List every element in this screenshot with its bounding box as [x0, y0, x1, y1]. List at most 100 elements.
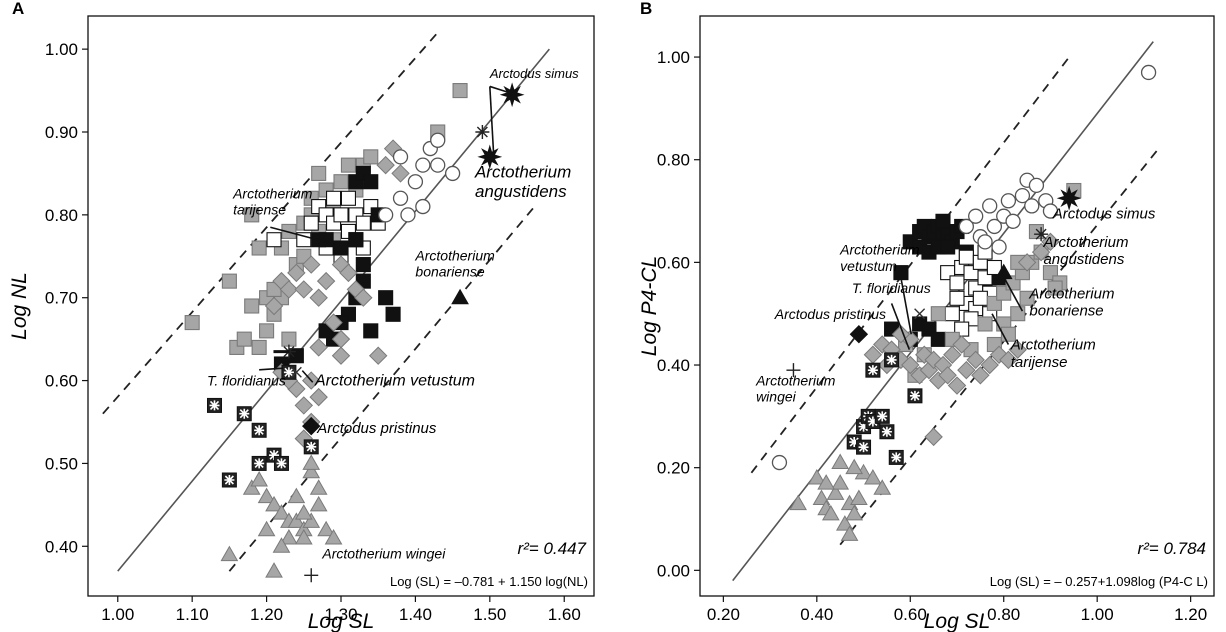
data-point-diamond-gray [966, 350, 985, 370]
annotation-line: Arctodus pristinus [316, 420, 437, 437]
marker-star [867, 416, 878, 427]
data-point-sq-black [935, 213, 951, 229]
annotation-leader [489, 85, 511, 94]
y-tick-label: 0.50 [45, 454, 78, 473]
data-point-sq-gray [251, 240, 267, 256]
data-point-sq-black [378, 290, 394, 306]
data-point-star [477, 144, 503, 170]
y-axis-title: Log P4-CL [638, 256, 661, 356]
data-point-diamond-gray [279, 280, 299, 299]
data-point-circle-open [1140, 64, 1157, 81]
regression-equation: Log (SL) = –0.781 + 1.150 log(NL) [390, 574, 588, 589]
data-point-circle-open [982, 198, 998, 214]
data-point-x [914, 308, 926, 320]
marker-star [276, 458, 287, 469]
data-point-circle-open [1042, 203, 1059, 219]
marker-star [269, 450, 280, 461]
data-point-triangle-gray [287, 512, 306, 528]
data-point-diamond-gray [915, 345, 934, 364]
panel-b: B 0.20 0.40 0.60 0.80 1.00 1.20 0.00 0.20 0.40 0.6… [638, 0, 1215, 632]
species-annotation: Arctotherium angustidens [1042, 234, 1128, 268]
x-axis-title: Log SL [924, 610, 991, 632]
confidence-line [102, 31, 439, 415]
marker-star [891, 452, 902, 463]
data-point-diamond-gray [294, 396, 314, 415]
data-point-sq-gray [1010, 306, 1026, 322]
data-point-diamond-gray [324, 313, 343, 332]
data-point-diamond-gray [952, 335, 971, 354]
data-point-triangle-gray [864, 468, 882, 485]
x-tick-label: 1.60 [548, 605, 581, 624]
data-point-circle-open [968, 208, 984, 224]
marker-star [849, 437, 860, 448]
data-point-triangle-gray [287, 487, 306, 504]
data-point-sq-white [340, 190, 356, 206]
data-point-triangle-gray [302, 454, 321, 470]
data-point-sq-x [273, 455, 289, 471]
data-point-sq-gray [251, 339, 267, 355]
annotation-line: T. floridianus [207, 373, 286, 389]
marker-star [886, 354, 897, 365]
y-tick-label: 1.00 [45, 40, 78, 59]
annotation-line: wingei [756, 389, 797, 405]
marker-star [867, 365, 878, 376]
annotation-line: bonariense [1029, 303, 1103, 320]
data-point-diamond-gray [873, 335, 892, 354]
species-annotation: Arctotherium vetustum [839, 242, 920, 274]
data-point-diamond-gray [980, 355, 999, 375]
data-point-diamond-gray [391, 164, 410, 183]
data-point-sq-white [972, 290, 988, 306]
data-point-triangle-gray [831, 453, 850, 470]
data-point-triangle-gray [309, 479, 328, 495]
annotation-leader [270, 226, 331, 244]
annotation-line: Arctodus simus [489, 66, 579, 81]
data-point-sq-white [944, 306, 960, 322]
data-point-circle-open [407, 174, 424, 190]
data-point-diamond-gray [938, 366, 957, 385]
panel-letter: B [640, 0, 652, 18]
data-point-circle-open [444, 165, 461, 182]
data-point-circle-open [392, 190, 409, 206]
data-point-diamond-gray [924, 427, 943, 447]
annotation-line: Arctotherium [839, 242, 920, 258]
x-tick-label: 1.40 [399, 605, 432, 624]
annotation-line: Arctotherium [755, 373, 836, 389]
data-point-sq-x [884, 352, 900, 368]
data-point-circle-open [977, 234, 993, 250]
data-point-triangle-gray [280, 528, 298, 545]
data-point-diamond-gray [1041, 232, 1060, 252]
data-point-circle-open [415, 157, 431, 173]
data-point-sq-x [888, 449, 904, 465]
data-point-triangle-black [451, 288, 469, 305]
data-point-sq-gray [311, 165, 327, 181]
data-point-sq-white [958, 249, 974, 265]
species-annotation: Arctotherium tarijense [1010, 337, 1096, 371]
species-annotation: Arctodus simus [1052, 206, 1156, 223]
data-point-circle-open [1000, 193, 1017, 209]
data-point-sq-black [333, 240, 349, 256]
data-point-sq-white [355, 215, 371, 231]
data-point-sq-x [251, 455, 267, 471]
data-point-triangle-gray [302, 512, 321, 528]
r-squared: r²= 0.784 [1137, 539, 1206, 558]
x-tick-label: 0.40 [800, 605, 833, 624]
marker-star [224, 475, 235, 485]
data-point-sq-white [266, 232, 282, 248]
data-point-sq-gray [244, 207, 260, 223]
marker-star [254, 458, 265, 469]
data-point-triangle-gray [324, 528, 343, 545]
data-point-triangle-gray [309, 495, 328, 512]
confidence-line [839, 148, 1159, 546]
marker-star [254, 425, 265, 436]
annotation-line: Arctotherium [1042, 234, 1128, 251]
data-point-sq-white [326, 190, 342, 206]
data-point-diamond-gray [316, 271, 336, 291]
data-point-triangle-gray [789, 494, 807, 511]
data-point-triangle-gray [220, 545, 239, 562]
data-point-sq-gray [363, 149, 379, 165]
data-point-triangle-gray [294, 504, 313, 520]
data-point-sq-x [251, 422, 267, 438]
data-point-sq-x [236, 406, 252, 422]
data-point-triangle-gray [317, 520, 335, 537]
marker-star [858, 421, 869, 432]
